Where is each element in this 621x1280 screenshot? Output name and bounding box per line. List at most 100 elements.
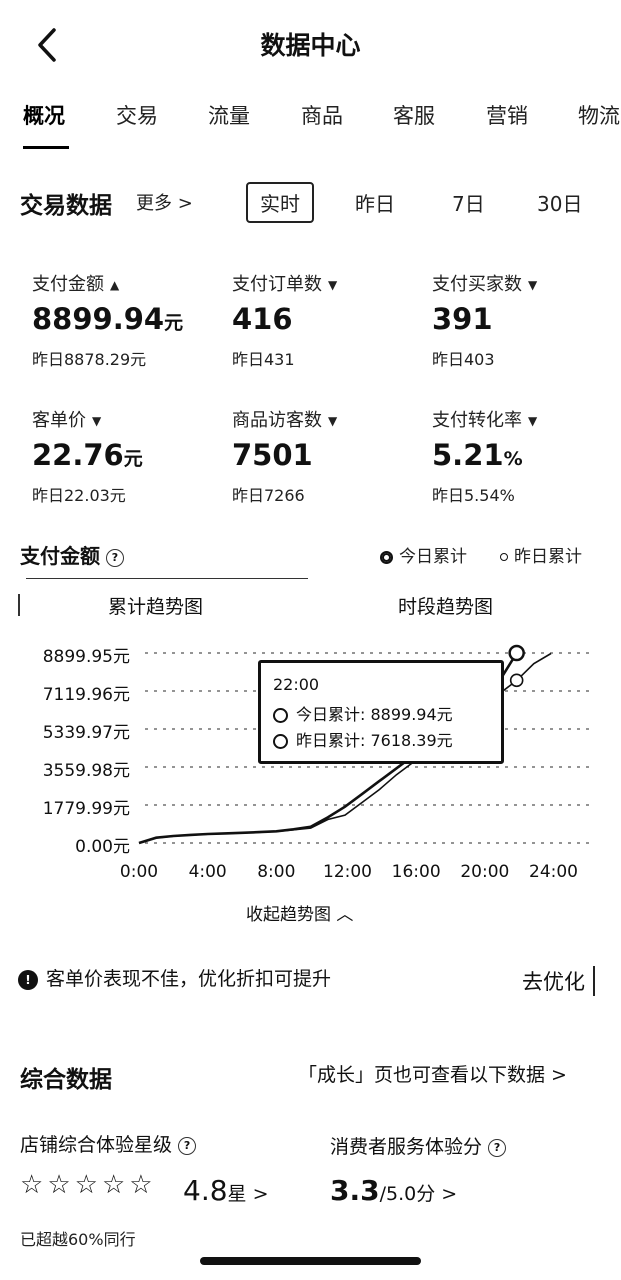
legend-yesterday-label: 昨日累计 xyxy=(514,547,582,567)
metric-compare: 昨日7266 xyxy=(232,486,305,505)
metric-compare: 昨日5.54% xyxy=(432,486,515,505)
metric-label[interactable]: 支付订单数 ▼ xyxy=(232,270,337,296)
tab-traffic[interactable]: 流量 xyxy=(208,104,250,128)
trade-more-link[interactable]: 更多 > xyxy=(136,193,193,214)
legend-dot-yesterday-icon xyxy=(500,553,508,561)
metric-label[interactable]: 客单价 ▼ xyxy=(32,406,101,432)
metric-value-number: 391 xyxy=(432,302,493,336)
metric-label-text: 支付订单数 xyxy=(232,274,322,295)
metric-value-number: 22.76 xyxy=(32,438,124,472)
active-tab-indicator xyxy=(23,146,69,149)
star-half-icon: ☆ xyxy=(129,1170,153,1200)
composite-title: 综合数据 xyxy=(20,1067,112,1093)
period-7d[interactable]: 7日 xyxy=(452,192,485,216)
star-full-icon: ☆ xyxy=(20,1170,44,1200)
metric-value: 5.21% xyxy=(432,438,523,472)
chart-section-title: 支付金额? xyxy=(20,540,124,569)
store-score-value: 4.8 xyxy=(183,1174,228,1207)
store-score[interactable]: 4.8星 > xyxy=(183,1174,269,1207)
legend-today-label: 今日累计 xyxy=(399,547,467,567)
x-tick-label: 16:00 xyxy=(391,862,441,882)
metric-compare: 昨日431 xyxy=(232,350,295,369)
metric-value-number: 416 xyxy=(232,302,293,336)
collapse-trend-button[interactable]: 收起趋势图 ︿ xyxy=(246,905,354,925)
growth-page-link[interactable]: 「成长」页也可查看以下数据 > xyxy=(298,1064,567,1086)
x-tick-label: 4:00 xyxy=(188,862,227,882)
back-arrow-icon[interactable] xyxy=(30,22,70,68)
caret-down-icon: ▼ xyxy=(528,278,538,292)
metric-value-unit: 元 xyxy=(164,312,184,334)
chart-section-title-text: 支付金额 xyxy=(20,544,100,568)
legend-yesterday: 昨日累计 xyxy=(500,542,582,567)
top-tabs: 概况 交易 流量 商品 客服 营销 物流 xyxy=(0,92,621,152)
caret-down-icon: ▼ xyxy=(328,278,338,292)
metric-value-number: 7501 xyxy=(232,438,313,472)
x-tick-label: 20:00 xyxy=(460,862,510,882)
metric-value: 391 xyxy=(432,302,493,336)
star-full-icon: ☆ xyxy=(101,1170,126,1200)
metric-label-text: 支付买家数 xyxy=(432,274,522,295)
period-30d[interactable]: 30日 xyxy=(537,192,583,216)
metric-label[interactable]: 支付金额 ▲ xyxy=(32,270,119,296)
metric-label[interactable]: 支付转化率 ▼ xyxy=(432,406,537,432)
tooltip-today-circle-icon xyxy=(273,708,288,723)
metric-value: 22.76元 xyxy=(32,438,143,472)
x-tick-label: 12:00 xyxy=(323,862,372,882)
metric-label[interactable]: 商品访客数 ▼ xyxy=(232,406,337,432)
metric-value-number: 5.21 xyxy=(432,438,504,472)
tab-marketing[interactable]: 营销 xyxy=(486,104,528,128)
metric-value: 416 xyxy=(232,302,293,336)
tooltip-today: 今日累计: 8899.94元 xyxy=(273,701,453,725)
metric-compare: 昨日403 xyxy=(432,350,495,369)
store-rating-label: 店铺综合体验星级? xyxy=(20,1130,197,1157)
metric-value-number: 8899.94 xyxy=(32,302,165,336)
tab-overview[interactable]: 概况 xyxy=(23,104,65,128)
metric-label-text: 商品访客数 xyxy=(232,410,322,431)
help-icon[interactable]: ? xyxy=(178,1136,197,1155)
metric-value: 8899.94元 xyxy=(32,302,183,336)
service-score-label: 消费者服务体验分? xyxy=(330,1132,507,1159)
metric-value: 7501 xyxy=(232,438,313,472)
store-score-unit: 星 > xyxy=(227,1183,269,1205)
help-icon[interactable]: ? xyxy=(488,1138,507,1157)
tab-service[interactable]: 客服 xyxy=(393,104,435,128)
trend-chart[interactable] xyxy=(0,0,621,900)
tab-cumulative-trend[interactable]: 累计趋势图 xyxy=(108,596,204,618)
tooltip-yesterday: 昨日累计: 7618.39元 xyxy=(273,727,453,751)
service-score-unit: /5.0分 > xyxy=(379,1183,458,1205)
tab-logistics[interactable]: 物流 xyxy=(578,104,620,128)
metric-value-unit: % xyxy=(503,448,523,470)
x-tick-label: 0:00 xyxy=(119,862,159,882)
y-tick-label: 8899.95元 xyxy=(42,647,130,667)
tab-trade[interactable]: 交易 xyxy=(116,104,158,128)
legend-dot-today-icon xyxy=(380,550,393,564)
y-tick-label: 7119.96元 xyxy=(42,685,130,705)
home-indicator[interactable] xyxy=(200,1257,421,1265)
y-tick-label: 0.00元 xyxy=(75,837,130,857)
optimize-button[interactable]: 去优化 xyxy=(522,966,595,996)
caret-down-icon: ▼ xyxy=(92,414,102,428)
metric-label-text: 客单价 xyxy=(32,410,86,431)
x-tick-label: 24:00 xyxy=(529,862,578,882)
metric-compare: 昨日22.03元 xyxy=(32,486,126,505)
metric-label-text: 支付金额 xyxy=(32,274,104,295)
metric-label[interactable]: 支付买家数 ▼ xyxy=(432,270,537,296)
tooltip-time: 22:00 xyxy=(273,675,320,694)
metric-value-unit: 元 xyxy=(123,448,143,470)
tab-period-trend[interactable]: 时段趋势图 xyxy=(398,596,494,618)
star-full-icon: ☆ xyxy=(47,1170,71,1200)
period-realtime[interactable]: 实时 xyxy=(246,182,314,223)
tab-product[interactable]: 商品 xyxy=(301,104,343,128)
period-yesterday[interactable]: 昨日 xyxy=(355,192,395,216)
chart-tab-edge xyxy=(18,594,20,616)
chart-tooltip: 22:00 今日累计: 8899.94元 昨日累计: 7618.39元 xyxy=(258,660,504,764)
tip-text: 客单价表现不佳，优化折扣可提升 xyxy=(46,968,332,990)
caret-down-icon: ▼ xyxy=(328,414,338,428)
service-score[interactable]: 3.3/5.0分 > xyxy=(330,1174,457,1207)
y-tick-label: 1779.99元 xyxy=(42,799,130,819)
store-rating-label-text: 店铺综合体验星级 xyxy=(20,1134,173,1156)
legend-today: 今日累计 xyxy=(380,542,467,567)
store-rank-text: 已超越60%同行 xyxy=(20,1230,136,1249)
trade-section-title: 交易数据 xyxy=(20,193,112,219)
help-icon[interactable]: ? xyxy=(106,548,124,567)
